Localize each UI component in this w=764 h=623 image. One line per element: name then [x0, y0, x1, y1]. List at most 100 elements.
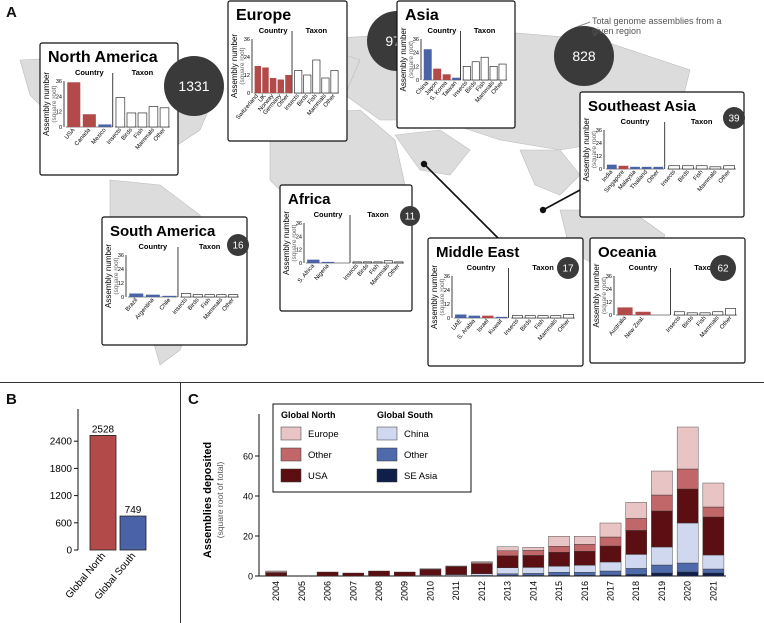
taxon-label: Fish [696, 315, 708, 328]
region-tick-label: 0 [609, 313, 612, 319]
b-value-label: 749 [125, 505, 142, 516]
region-tick-label: 24 [444, 288, 450, 294]
region-taxon-heading: Taxon [306, 26, 328, 35]
country-bar [162, 295, 177, 297]
region-tick-label: 0 [416, 78, 419, 84]
region-ylabel: Assembly number [592, 263, 601, 327]
region-ylabel: Assembly number [399, 27, 408, 91]
taxon-bar [394, 261, 404, 264]
taxon-bar [537, 315, 549, 319]
taxon-bar [489, 66, 498, 81]
c-segment [676, 426, 699, 470]
c-segment [496, 567, 519, 575]
taxon-bar [480, 56, 489, 81]
region-tick-label: 0 [447, 316, 450, 322]
c-year-label: 2009 [400, 581, 410, 601]
taxon-bar [352, 261, 362, 264]
taxon-bar [115, 97, 126, 128]
region-taxon-heading: Taxon [474, 26, 496, 35]
taxon-bar [550, 315, 562, 319]
c-legend-label: USA [308, 471, 328, 482]
total-assemblies-annotation: Total genome assemblies from a given reg… [592, 16, 722, 36]
c-year-label: 2012 [477, 581, 487, 601]
c-segment [702, 568, 725, 574]
c-segment [625, 530, 647, 555]
region-ylabel-sub: (square root) [51, 85, 58, 122]
country-bar [67, 82, 81, 127]
taxon-bar [216, 294, 227, 298]
region-tick-label: 36 [56, 79, 62, 85]
region-box [427, 237, 584, 367]
taxon-label: Fish [693, 169, 705, 182]
region-country-heading: Country [428, 26, 458, 35]
panel-a-label: A [6, 4, 17, 21]
c-legend-label: Other [404, 450, 428, 461]
region-tick-label: 12 [56, 110, 62, 116]
b-bar-global-north [89, 434, 117, 551]
c-segment [574, 550, 596, 566]
c-segment [574, 571, 596, 576]
region-country-heading: Country [314, 210, 344, 219]
c-legend-north-title: Global North [281, 410, 336, 420]
country-bar [482, 315, 494, 318]
taxon-bar [524, 315, 536, 319]
taxon-bar [204, 294, 215, 298]
c-year-label: 2021 [708, 581, 718, 601]
region-tick-label: 0 [59, 125, 62, 131]
taxon-label: Fish [369, 263, 381, 276]
country-bar [98, 124, 112, 127]
landmass-6 [519, 149, 581, 196]
region-total-circle [227, 234, 249, 256]
region-box [279, 184, 413, 312]
c-segment [522, 547, 545, 551]
region-tick-label: 36 [296, 221, 302, 227]
c-segment [676, 488, 699, 524]
c-segment [419, 568, 442, 570]
c-segment [676, 571, 699, 577]
country-bar [82, 114, 96, 127]
region-country-heading: Country [629, 263, 659, 272]
region-ylabel-sub: (square root) [113, 257, 120, 294]
c-segment [574, 543, 596, 552]
region-tick-label: 12 [244, 73, 250, 79]
c-segment [599, 545, 622, 563]
c-year-label: 2018 [631, 581, 641, 601]
c-legend-swatch [280, 447, 302, 462]
taxon-bar [137, 112, 148, 128]
taxon-label: Fish [475, 80, 487, 93]
b-tick-label: 2400 [50, 437, 73, 448]
taxon-bar [462, 66, 471, 81]
c-legend-label: Europe [308, 429, 339, 440]
region-tick-label: 36 [244, 37, 250, 43]
region-box [589, 237, 746, 364]
region-total-label: 16 [232, 241, 244, 252]
taxon-bar [498, 63, 507, 81]
taxon-bar [303, 74, 312, 94]
c-segment [599, 536, 622, 547]
country-bar [452, 77, 461, 80]
c-year-label: 2011 [451, 581, 461, 600]
c-segment [702, 506, 725, 518]
taxon-bar [228, 294, 239, 298]
country-bar [653, 166, 664, 169]
region-taxon-heading: Taxon [367, 210, 389, 219]
c-segment [574, 564, 596, 573]
region-tick-label: 36 [413, 37, 419, 43]
region-tick-label: 0 [121, 295, 124, 301]
country-bar [617, 307, 633, 315]
c-segment [522, 550, 545, 556]
region-title: Asia [405, 7, 439, 24]
taxon-bar [723, 165, 735, 170]
taxon-bar [725, 308, 737, 316]
taxon-bar [471, 61, 480, 81]
c-segment [265, 572, 287, 577]
c-tick-label: 40 [243, 492, 253, 502]
c-ylabel: Assemblies deposited [202, 442, 214, 558]
country-bar [468, 315, 480, 318]
country-bar [495, 316, 508, 318]
region-tick-label: 0 [599, 167, 602, 173]
region-tick-label: 24 [606, 287, 612, 293]
region-north-america: North America Assembly number (square root… [39, 42, 224, 176]
c-year-label: 2020 [683, 581, 693, 601]
